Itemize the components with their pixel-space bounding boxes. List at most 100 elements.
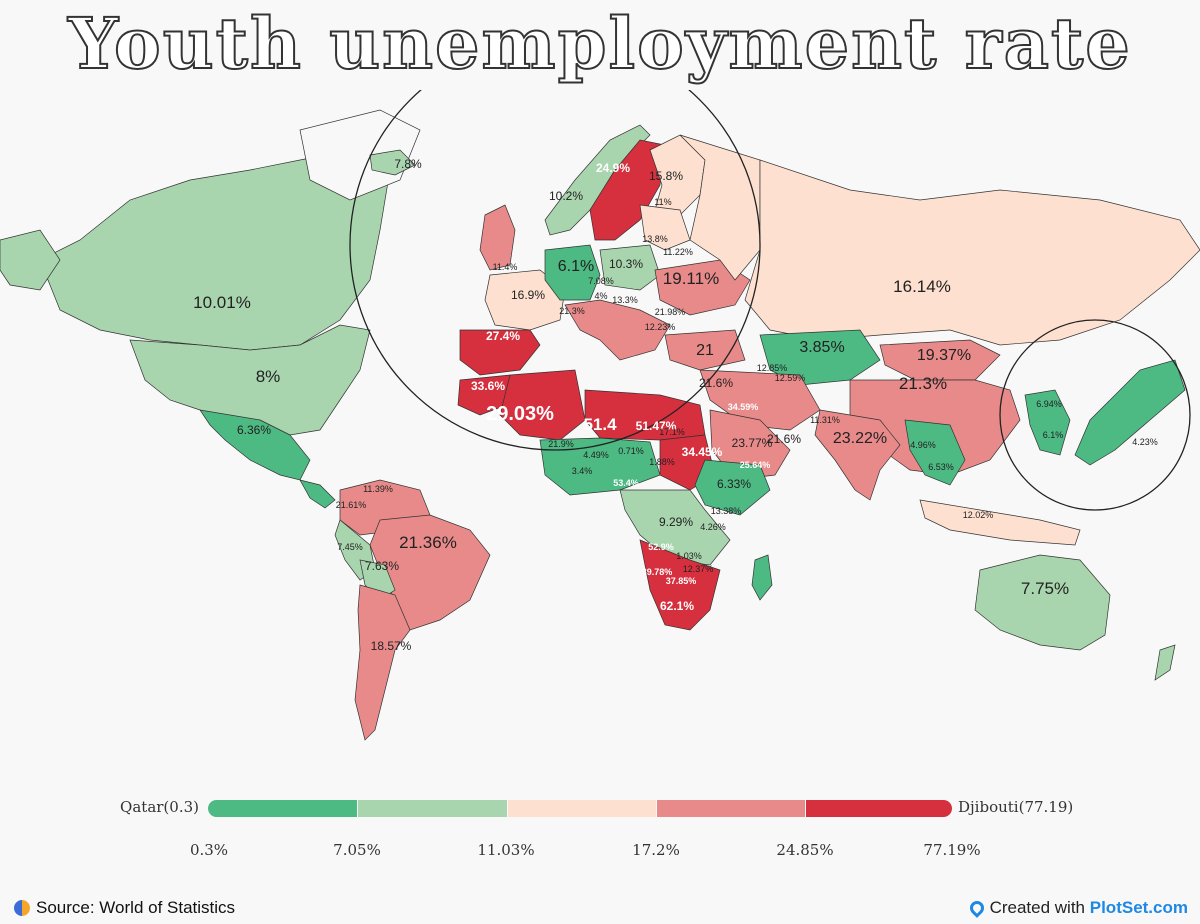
country-france[interactable] <box>484 269 566 331</box>
country-west-africa[interactable] <box>539 437 661 496</box>
value-label-brazil: 21.36% <box>399 533 457 552</box>
legend-tick: 11.03% <box>477 841 535 859</box>
value-label-estonia: 11% <box>654 197 671 207</box>
map-labels: 10.01% 8% 6.36% 21.36% 18.57% 21.61% 7.45%7.63… <box>193 157 1158 653</box>
value-label-tanzania: 4.26% <box>700 522 726 532</box>
value-label-bulgaria: 12.23% <box>645 322 676 332</box>
value-label-spain: 27.4% <box>486 329 520 343</box>
value-label-finland: 15.8% <box>649 169 683 183</box>
footer: Source: World of Statistics Created with… <box>0 892 1200 924</box>
value-label-bolivia: 7.63% <box>365 559 399 573</box>
value-label-drc: 9.29% <box>659 515 693 529</box>
value-label-austria: 4% <box>594 291 607 301</box>
country-italy-balkans[interactable] <box>564 299 671 361</box>
value-label-georgia: 12.85% <box>757 363 788 373</box>
value-label-latvia: 13.8% <box>642 234 668 244</box>
value-label-mexico: 6.36% <box>237 423 271 437</box>
value-label-ukraine: 19.11% <box>663 269 719 288</box>
value-label-iceland: 7.8% <box>394 157 422 171</box>
legend-bin-5 <box>806 800 952 817</box>
east-asia-zoom-circle <box>999 319 1191 511</box>
country-iceland[interactable] <box>369 149 416 176</box>
value-label-argentina: 18.57% <box>371 639 412 653</box>
country-japan[interactable] <box>1074 359 1186 466</box>
plotset-brand: PlotSet.com <box>1089 898 1188 917</box>
value-label-romania: 21.98% <box>655 307 686 317</box>
value-label-italy: 21.3% <box>559 306 585 316</box>
value-label-czechia: 7.08% <box>588 276 614 286</box>
country-central-africa[interactable] <box>619 489 731 566</box>
value-label-thailand: 6.53% <box>928 462 954 472</box>
country-indonesia[interactable] <box>919 499 1081 546</box>
value-label-turkey: 21 <box>696 342 714 359</box>
legend-tick: 17.2% <box>632 841 680 859</box>
plotset-logo-icon <box>966 898 987 918</box>
value-label-usa: 10.01% <box>193 293 251 312</box>
value-label-egypt: 17.1% <box>659 427 685 437</box>
country-iran-middleeast[interactable] <box>699 369 821 431</box>
value-label-sweden: 24.9% <box>596 161 630 175</box>
color-legend: Qatar(0.3) Djibouti(77.19) 0.3% 7.05% 11… <box>0 790 1200 870</box>
value-label-saudi: 23.77% <box>732 436 773 450</box>
country-southeast-asia[interactable] <box>904 419 966 486</box>
country-baltics[interactable] <box>639 204 691 251</box>
value-label-kenya-area: 13.38% <box>711 506 742 516</box>
value-label-mongolia: 19.37% <box>917 347 971 364</box>
value-label-peru-ecuador: 21.61% <box>336 500 367 510</box>
country-new-zealand[interactable] <box>1154 644 1176 681</box>
legend-max-label: Djibouti(77.19) <box>958 798 1074 816</box>
country-brazil[interactable] <box>369 514 491 631</box>
country-germany[interactable] <box>544 244 601 301</box>
source-text: Source: World of Statistics <box>36 898 236 917</box>
legend-tick: 24.85% <box>776 841 834 859</box>
value-label-ethiopia: 6.33% <box>717 477 751 491</box>
credit-text: Created with PlotSet.com <box>989 898 1188 917</box>
value-label-myanmar: 4.96% <box>910 440 936 450</box>
country-ethiopia-horn[interactable] <box>694 459 771 516</box>
country-spain[interactable] <box>459 329 541 376</box>
value-label-uk: 11.4% <box>493 262 518 272</box>
value-label-niger: 0.71% <box>618 446 644 456</box>
country-usa[interactable] <box>129 324 371 436</box>
value-label-nigeria: 53.4% <box>613 478 639 488</box>
country-sweden[interactable] <box>589 139 666 241</box>
country-poland[interactable] <box>599 244 661 291</box>
country-uk[interactable] <box>479 204 516 271</box>
value-label-libya: 51.4 <box>583 415 617 434</box>
value-label-south-korea: 6.1% <box>1043 430 1064 440</box>
plotset-credit[interactable]: Created with PlotSet.com <box>966 898 1188 918</box>
country-canada[interactable] <box>39 149 391 351</box>
legend-bin-3 <box>508 800 656 817</box>
world-map: 10.01% 8% 6.36% 21.36% 18.57% 21.61% 7.45%7.63… <box>0 90 1200 741</box>
country-india[interactable] <box>814 409 901 501</box>
value-label-china: 21.3% <box>899 374 947 393</box>
country-argentina-chile[interactable] <box>354 584 411 741</box>
country-southern-africa[interactable] <box>639 539 721 631</box>
legend-tick: 7.05% <box>333 841 381 859</box>
country-central-america[interactable] <box>299 479 336 509</box>
value-label-chad: 1.88% <box>649 457 675 467</box>
value-label-germany: 6.1% <box>558 258 594 275</box>
value-label-morocco: 33.6% <box>471 379 505 393</box>
country-russia[interactable] <box>744 159 1200 346</box>
value-label-afghanistan: 11.31% <box>810 415 840 425</box>
value-label-botswana: 37.85% <box>666 576 697 586</box>
value-label-angola: 52.9% <box>648 542 674 552</box>
value-label-iraq: 21.6% <box>699 376 733 390</box>
value-label-egypt-west: 51.47% <box>636 419 677 433</box>
value-label-venezuela: 11.39% <box>363 484 393 494</box>
value-label-north-korea: 6.94% <box>1036 399 1062 409</box>
country-korea[interactable] <box>1024 389 1071 456</box>
value-label-south-africa: 62.1% <box>660 599 694 613</box>
value-label-australia: 7.75% <box>1021 579 1069 598</box>
value-label-guinea: 3.4% <box>572 466 593 476</box>
value-label-algeria: 29.03% <box>486 403 554 425</box>
country-mexico[interactable] <box>199 409 311 481</box>
country-australia[interactable] <box>974 554 1111 651</box>
legend-bin-4 <box>657 800 805 817</box>
value-label-france: 16.9% <box>511 288 545 302</box>
value-label-poland: 10.3% <box>609 257 643 271</box>
country-madagascar[interactable] <box>751 554 773 601</box>
country-greenland[interactable] <box>299 109 421 201</box>
country-alaska[interactable] <box>0 229 61 291</box>
